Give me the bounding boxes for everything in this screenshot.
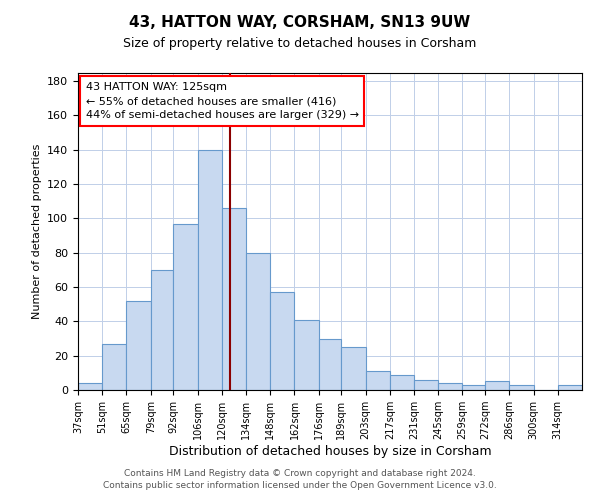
Y-axis label: Number of detached properties: Number of detached properties [32, 144, 41, 319]
Bar [151, 270, 173, 390]
Bar [102, 344, 127, 390]
Bar [558, 385, 582, 390]
Bar [246, 252, 270, 390]
Text: Contains HM Land Registry data © Crown copyright and database right 2024.
Contai: Contains HM Land Registry data © Crown c… [103, 468, 497, 490]
Bar [414, 380, 438, 390]
Bar [509, 385, 533, 390]
Bar [390, 374, 414, 390]
Bar [365, 371, 390, 390]
Bar [270, 292, 295, 390]
Bar [463, 385, 485, 390]
Bar [78, 383, 102, 390]
Bar [438, 383, 463, 390]
Bar [197, 150, 222, 390]
Bar [485, 382, 509, 390]
Bar [173, 224, 197, 390]
Bar [127, 301, 151, 390]
Text: 43, HATTON WAY, CORSHAM, SN13 9UW: 43, HATTON WAY, CORSHAM, SN13 9UW [130, 15, 470, 30]
Text: 43 HATTON WAY: 125sqm
← 55% of detached houses are smaller (416)
44% of semi-det: 43 HATTON WAY: 125sqm ← 55% of detached … [86, 82, 359, 120]
Bar [319, 338, 341, 390]
Bar [222, 208, 246, 390]
Bar [295, 320, 319, 390]
Bar [341, 347, 365, 390]
Text: Size of property relative to detached houses in Corsham: Size of property relative to detached ho… [124, 38, 476, 51]
X-axis label: Distribution of detached houses by size in Corsham: Distribution of detached houses by size … [169, 445, 491, 458]
